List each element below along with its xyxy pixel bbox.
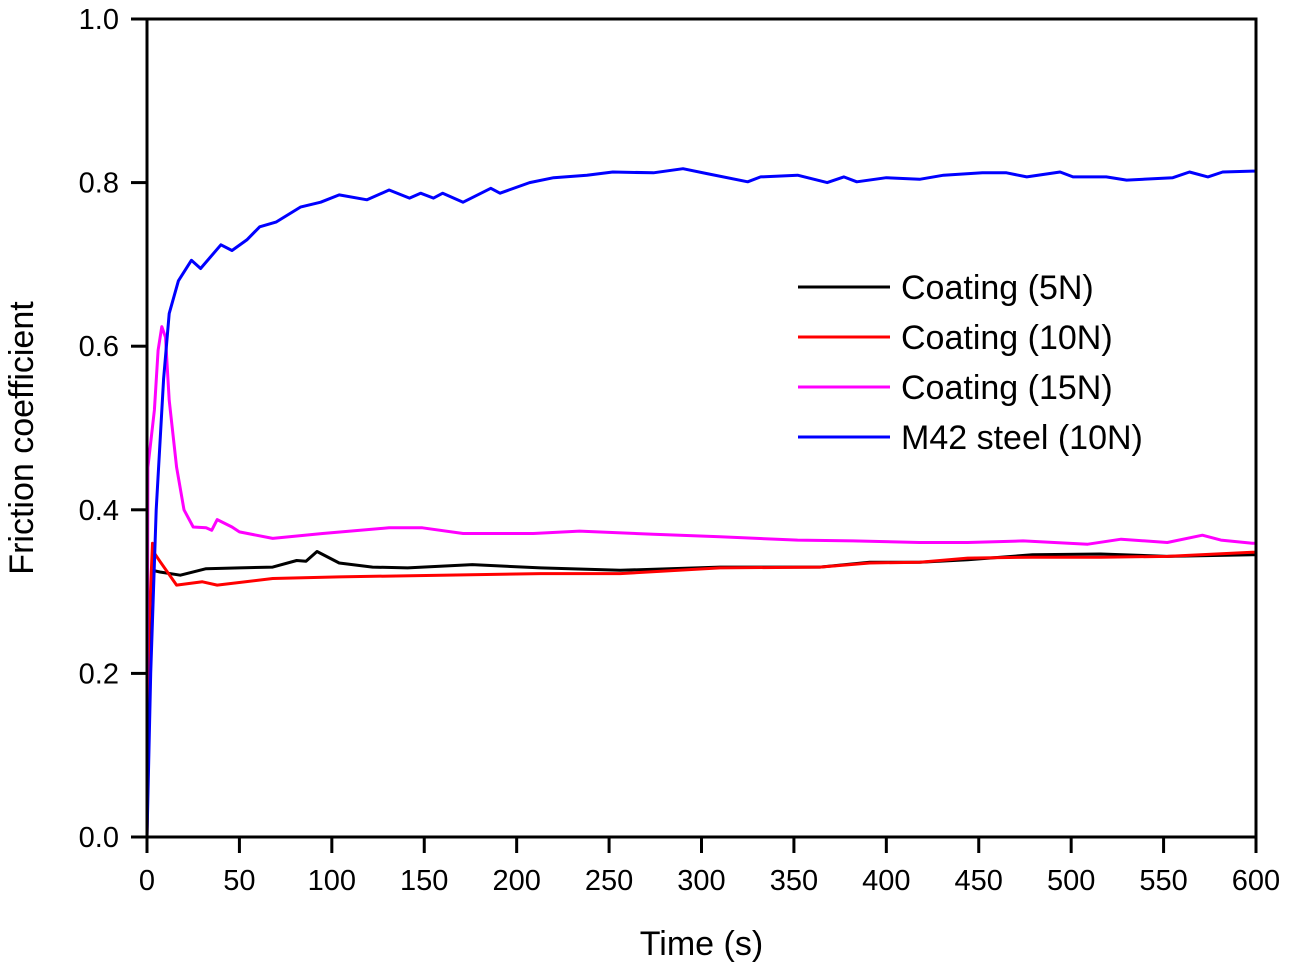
x-tick-label: 300 xyxy=(677,865,725,897)
y-tick-label: 1.0 xyxy=(79,4,119,36)
x-tick-label: 600 xyxy=(1232,865,1280,897)
legend: Coating (5N) Coating (10N) Coating (15N) M4… xyxy=(798,269,1143,457)
y-axis: 0.0 0.2 0.4 0.6 0.8 1.0 xyxy=(79,4,147,854)
series-line-3 xyxy=(145,167,1258,839)
x-tick-label: 500 xyxy=(1047,865,1095,897)
series-line-1 xyxy=(145,541,1258,839)
x-tick-label: 350 xyxy=(770,865,818,897)
y-tick-label: 0.6 xyxy=(79,331,119,363)
x-axis-title: Time (s) xyxy=(640,925,763,963)
legend-label: Coating (5N) xyxy=(901,269,1094,307)
x-tick-label: 450 xyxy=(955,865,1003,897)
y-tick-label: 0.2 xyxy=(79,658,119,690)
x-tick-label: 100 xyxy=(308,865,356,897)
y-tick-label: 0.0 xyxy=(79,822,119,854)
x-tick-label: 150 xyxy=(400,865,448,897)
y-tick-label: 0.4 xyxy=(79,495,119,527)
x-tick-label: 0 xyxy=(139,865,155,897)
x-tick-label: 400 xyxy=(862,865,910,897)
x-tick-label: 200 xyxy=(492,865,540,897)
legend-label: M42 steel (10N) xyxy=(901,419,1143,457)
x-tick-label: 550 xyxy=(1139,865,1187,897)
x-tick-label: 50 xyxy=(223,865,255,897)
x-axis: 0 50 100 150 200 250 300 350 400 450 500 550 600 xyxy=(139,837,1280,897)
y-tick-label: 0.8 xyxy=(79,168,119,200)
series-layer xyxy=(145,167,1258,839)
series-line-2 xyxy=(145,325,1258,839)
legend-label: Coating (10N) xyxy=(901,319,1113,357)
x-tick-label: 250 xyxy=(585,865,633,897)
y-axis-title: Friction coefficient xyxy=(3,301,41,575)
legend-label: Coating (15N) xyxy=(901,369,1113,407)
